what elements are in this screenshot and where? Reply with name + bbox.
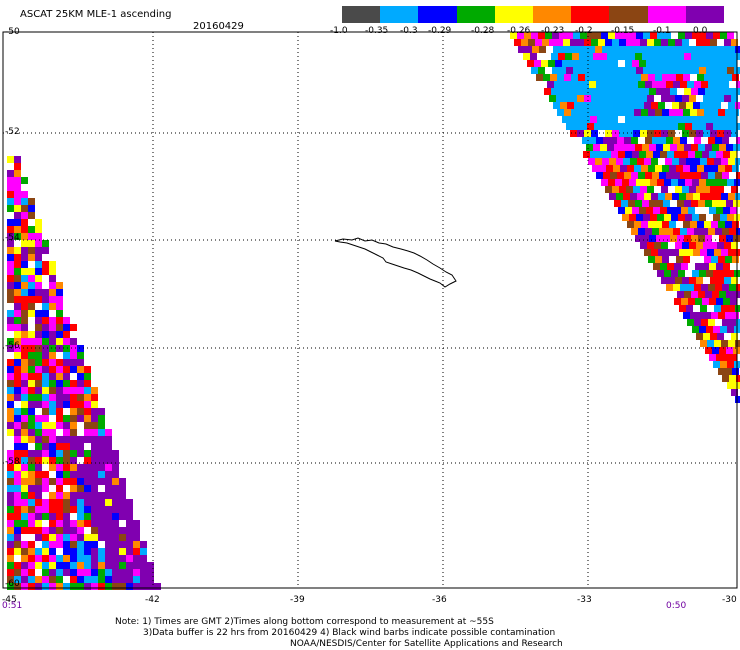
- map-frame: [2, 31, 738, 589]
- note-line-3: NOAA/NESDIS/Center for Satellite Applica…: [290, 639, 563, 649]
- colorbar-tick-label: -0.1: [653, 26, 671, 36]
- lat-label: -60: [5, 579, 20, 589]
- colorbar-tick-label: -0.35: [365, 26, 389, 36]
- note-line-2: 3)Data buffer is 22 hrs from 20160429 4)…: [143, 628, 556, 638]
- colorbar-tick-label: -0.15: [611, 26, 635, 36]
- lon-label: -42: [145, 595, 160, 605]
- note-line-1: Note: 1) Times are GMT 2)Times along bot…: [115, 617, 494, 627]
- colorbar-swatch: [418, 6, 458, 23]
- lon-label: -36: [432, 595, 447, 605]
- lon-label: -45: [2, 595, 17, 605]
- colorbar-swatch: [571, 6, 610, 23]
- colorbar-tick-label: -0.2: [575, 26, 593, 36]
- lat-label: -50: [5, 27, 20, 37]
- chart-title: ASCAT 25KM MLE-1 ascending: [20, 9, 172, 20]
- colorbar-swatch: [494, 6, 534, 23]
- colorbar-swatch: [647, 6, 687, 23]
- lat-label: -58: [5, 457, 20, 467]
- lon-label: -39: [290, 595, 305, 605]
- colorbar-tick-label: -0.3: [400, 26, 418, 36]
- colorbar-tick-label: -0.26: [507, 26, 531, 36]
- colorbar-tick-label: -0.28: [471, 26, 495, 36]
- colorbar-swatch: [609, 6, 649, 23]
- lat-label: -54: [5, 233, 20, 243]
- lat-label: -56: [5, 341, 20, 351]
- colorbar-tick-label: -1.0: [330, 26, 348, 36]
- south-georgia-coastline: [334, 237, 457, 288]
- lat-lon-gridlines: [3, 32, 737, 588]
- footnotes: Note: 1) Times are GMT 2)Times along bot…: [115, 617, 563, 650]
- colorbar: [342, 6, 725, 23]
- colorbar-tick-label: -0.29: [428, 26, 452, 36]
- ascat-swath-data: [7, 32, 740, 590]
- time-label-right: 0:50: [666, 601, 687, 611]
- colorbar-swatch: [533, 6, 572, 23]
- lon-label: -33: [577, 595, 592, 605]
- colorbar-tick-label: 0.0: [693, 26, 708, 36]
- colorbar-swatch: [456, 6, 496, 23]
- time-label-left: 0:51: [2, 601, 23, 611]
- colorbar-tick-label: -0.23: [541, 26, 565, 36]
- lat-label: -52: [5, 127, 20, 137]
- colorbar-swatch: [380, 6, 419, 23]
- colorbar-swatch: [685, 6, 725, 23]
- chart-date: 20160429: [193, 21, 244, 32]
- colorbar-swatch: [342, 6, 381, 23]
- lon-label: -30: [722, 595, 737, 605]
